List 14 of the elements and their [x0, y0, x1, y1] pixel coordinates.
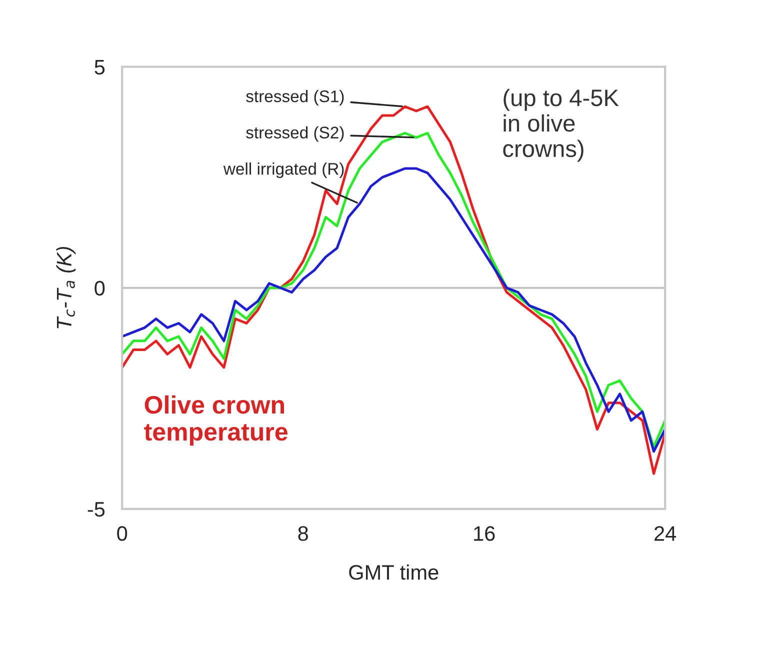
annotation: Olive crown temperature: [144, 395, 288, 446]
x-tick-label: 16: [474, 526, 495, 541]
x-axis-title: GMT time: [349, 564, 438, 580]
y-axis-title: T$_{c}$-T$_{a}$ (K): [56, 246, 76, 328]
x-tick-label: 24: [654, 526, 676, 541]
x-tick-label: 0: [117, 526, 128, 541]
annotation: stressed (S2): [246, 126, 344, 142]
y-tick-label: -5: [88, 502, 105, 517]
y-tick-label: 0: [94, 280, 105, 296]
annotation: well irrigated (R): [223, 162, 344, 178]
annotation: stressed (S1): [246, 90, 344, 106]
y-tick-label: 5: [94, 60, 105, 75]
x-tick-label: 8: [298, 526, 308, 541]
annotation: (up to 4-5K in olive crowns): [503, 88, 619, 162]
